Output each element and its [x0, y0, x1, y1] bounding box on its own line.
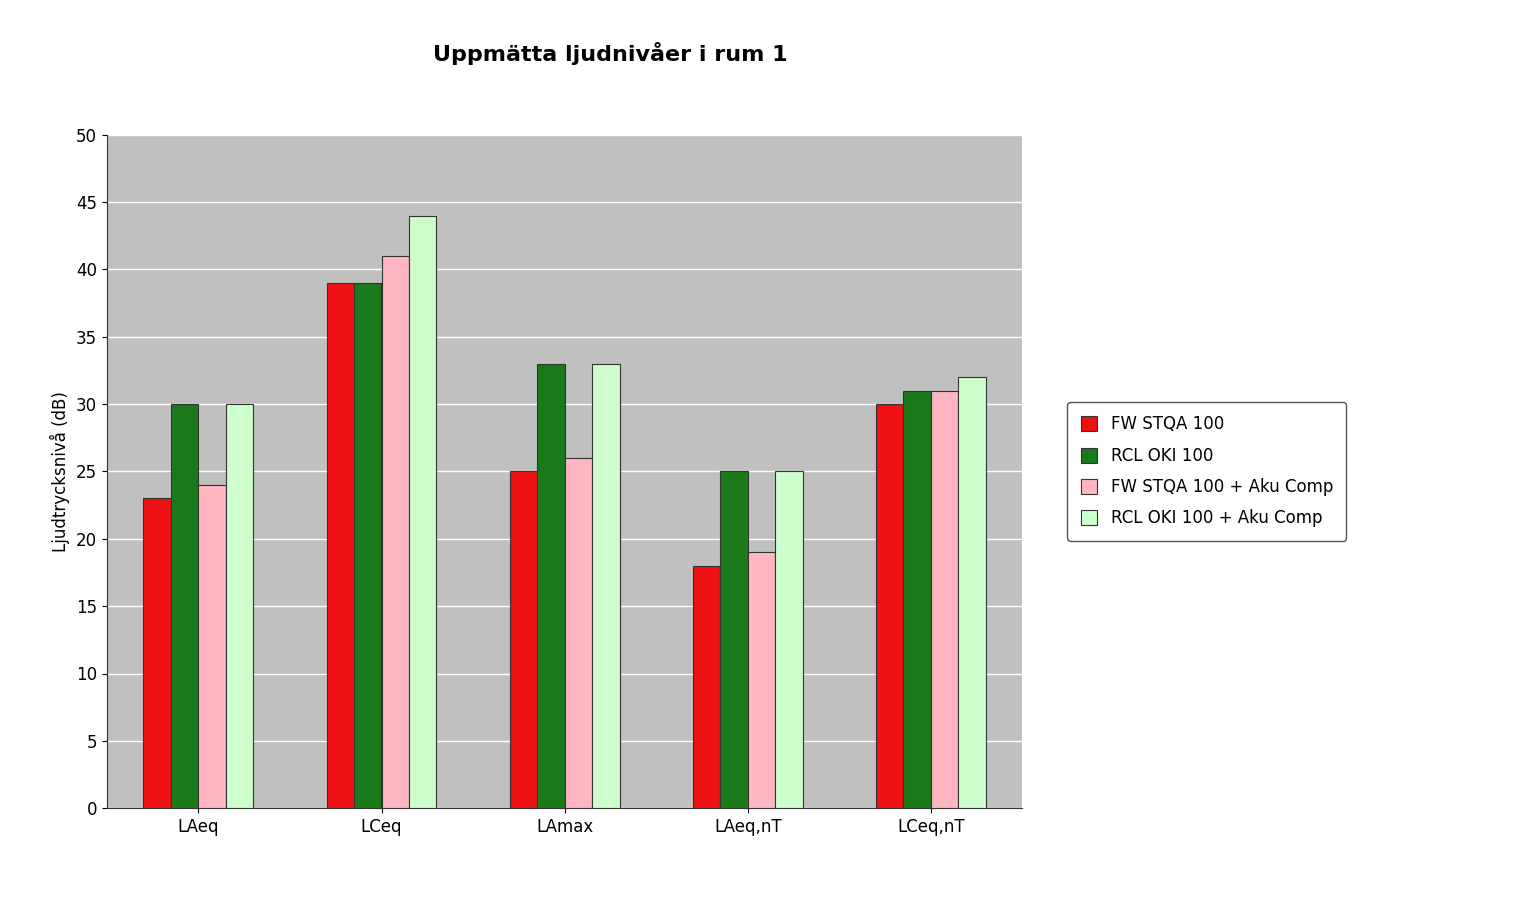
Bar	[931, 391, 958, 808]
Y-axis label: Ljudtrycksnivå (dB): Ljudtrycksnivå (dB)	[50, 391, 70, 552]
Bar	[327, 283, 354, 808]
Bar	[143, 498, 171, 808]
Bar	[748, 552, 775, 808]
Bar	[693, 566, 720, 808]
Bar	[720, 471, 748, 808]
Bar	[958, 377, 986, 808]
Text: Uppmätta ljudnivåer i rum 1: Uppmätta ljudnivåer i rum 1	[433, 42, 787, 66]
Bar	[537, 364, 565, 808]
Bar	[592, 364, 620, 808]
Bar	[510, 471, 537, 808]
Bar	[354, 283, 382, 808]
Bar	[226, 404, 253, 808]
Bar	[382, 256, 409, 808]
Bar	[775, 471, 803, 808]
Bar	[903, 391, 931, 808]
Bar	[171, 404, 198, 808]
Bar	[409, 216, 436, 808]
Bar	[198, 485, 226, 808]
Bar	[876, 404, 903, 808]
Legend: FW STQA 100, RCL OKI 100, FW STQA 100 + Aku Comp, RCL OKI 100 + Aku Comp: FW STQA 100, RCL OKI 100, FW STQA 100 + …	[1067, 402, 1346, 541]
Bar	[565, 458, 592, 808]
